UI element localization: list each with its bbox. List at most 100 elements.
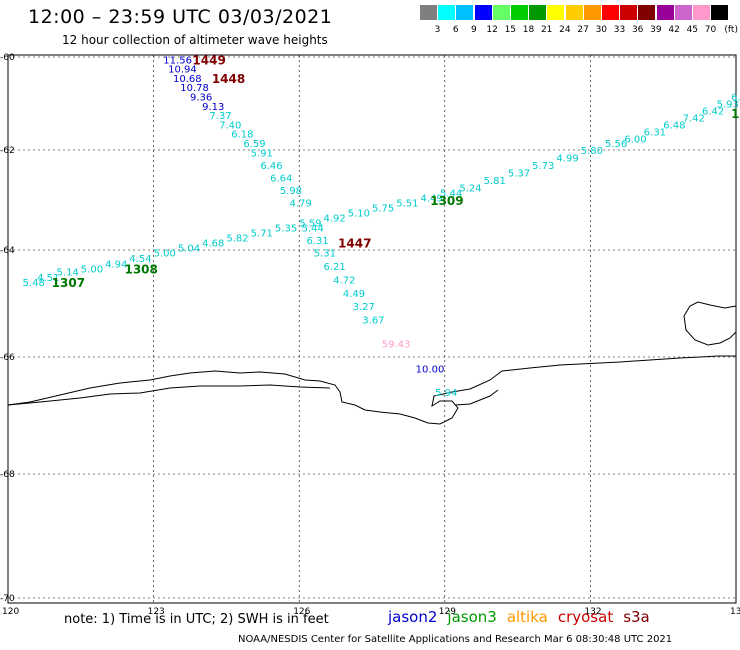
wave-height-label: 7.42	[683, 113, 705, 124]
wave-height-label: 6.21	[323, 262, 345, 273]
scale-swatch	[420, 5, 437, 20]
lat-tick-label: -66	[0, 353, 15, 363]
wave-height-label: 5.81	[484, 176, 506, 187]
pass-time-label: 1449	[192, 53, 225, 67]
scale-swatch	[656, 5, 674, 20]
pass-time-label: 1447	[338, 237, 371, 251]
legend-entry-altika: altika	[506, 608, 548, 626]
wave-height-label: 5.94	[435, 388, 457, 399]
pass-labels: 1449 1448 1447 1307 1308 1309 1310	[52, 53, 740, 290]
lat-tick-label: -62	[0, 146, 15, 156]
wave-height-label: 5.93	[717, 100, 739, 111]
scale-swatch	[492, 5, 510, 20]
legend-entry-jason3: jason3	[447, 608, 497, 626]
wave-height-label: 6.42	[702, 106, 724, 117]
wave-height-label: 5.00	[154, 249, 176, 260]
wave-height-label: 4.54	[129, 254, 151, 265]
map-subtitle: 12 hour collection of altimeter wave hei…	[62, 33, 328, 47]
lon-tick-label: 135	[730, 607, 740, 617]
wave-height-label: 5.82	[226, 234, 248, 245]
scale-label: 3	[434, 25, 441, 35]
wave-height-label: 5.56	[605, 139, 627, 150]
wave-height-label: 4.68	[202, 239, 224, 250]
wave-height-label: 6.64	[270, 174, 292, 185]
wave-height-label: 5.80	[581, 146, 603, 157]
scale-label: 70	[704, 25, 717, 35]
wave-height-label: 5.75	[372, 204, 394, 215]
wave-height-label: 5.14	[57, 267, 79, 278]
scale-swatch	[711, 5, 729, 20]
scale-label: 24	[559, 25, 571, 35]
wave-height-label: 6.48	[663, 120, 685, 131]
scale-label: 39	[650, 25, 662, 35]
pass-time-label: 1307	[52, 276, 85, 290]
wave-height-label: 4.49	[421, 194, 443, 205]
wave-height-label: 10.78	[180, 83, 209, 94]
wave-height-label: 5.04	[178, 244, 200, 255]
wave-height-label: 11.56	[163, 55, 192, 66]
scale-label: 6	[452, 25, 459, 35]
wave-height-label: 5.59	[299, 219, 321, 230]
wave-height-label: 4.79	[289, 199, 311, 210]
pass-time-label: 1308	[124, 263, 157, 277]
lon-tick-label: 123	[148, 607, 165, 617]
coastline-ice-edge	[454, 389, 499, 406]
scale-swatch	[438, 5, 456, 20]
scale-label: 33	[613, 25, 626, 35]
coastline-inlet	[7, 384, 331, 406]
scale-swatch	[693, 5, 710, 20]
wave-height-label: 4.51	[37, 273, 59, 284]
scale-swatch	[620, 5, 638, 20]
wave-height-label: 5.00	[81, 265, 103, 276]
wave-height-label: 5.98	[280, 186, 302, 197]
wave-height-label: 5.37	[508, 169, 530, 180]
scale-swatch	[547, 5, 565, 20]
scale-label: 27	[577, 25, 589, 35]
scale-swatch	[674, 5, 692, 20]
wave-height-label: 9.36	[190, 93, 212, 104]
scale-swatch	[456, 5, 474, 20]
wave-height-label: 4.92	[323, 214, 345, 225]
pass-time-label: 1310	[731, 107, 740, 121]
wave-height-label: 6.31	[306, 236, 328, 247]
note-text: note: 1) Time is in UTC; 2) SWH is in fe…	[64, 612, 329, 627]
scale-label: 45	[686, 25, 699, 35]
scale-swatch	[565, 5, 583, 20]
lon-tick-label: 126	[293, 607, 310, 617]
scale-label: 18	[522, 25, 535, 35]
wave-height-label: 5.24	[459, 184, 481, 195]
wave-height-label: 5.51	[396, 199, 418, 210]
footer-credit: NOAA/NESDIS Center for Satellite Applica…	[238, 634, 673, 645]
pass-time-label: 1448	[212, 72, 245, 86]
scale-swatch	[474, 5, 492, 20]
pass-time-label: 1309	[430, 194, 463, 208]
wave-height-label: 6.00	[731, 93, 740, 104]
legend-entry-cryosat: cryosat	[557, 608, 614, 626]
legend-entry-jason2: jason2	[388, 608, 438, 626]
scale-label: 12	[486, 25, 498, 35]
wave-height-label: 5.31	[314, 249, 336, 260]
observation-labels: 11.5610.9410.6810.789.369.137.377.406.18…	[23, 55, 740, 399]
wave-height-label: 5.71	[251, 229, 273, 240]
wave-height-label: 5.91	[251, 149, 273, 160]
wave-height-label: 3.27	[353, 302, 375, 313]
wave-height-label: 9.13	[202, 102, 224, 113]
scale-label: 30	[595, 25, 608, 35]
scale-label: 21	[540, 25, 553, 35]
scale-label: 42	[668, 25, 680, 35]
coastline-peninsula	[683, 301, 737, 346]
wave-height-label: 5.48	[23, 278, 45, 289]
lat-tick-label: -70	[0, 594, 15, 604]
scale-swatch	[638, 5, 656, 20]
wave-height-label: 10.68	[173, 74, 202, 85]
wave-height-label: 59.43	[382, 340, 411, 351]
wave-height-label: 4.72	[333, 275, 355, 286]
scale-label: 9	[471, 25, 477, 35]
wave-height-label: 3.67	[362, 316, 384, 327]
scale-label: 36	[631, 25, 644, 35]
scale-unit: (ft)	[724, 25, 738, 35]
scale-swatch	[529, 5, 547, 20]
wave-height-label: 10.00	[416, 365, 445, 376]
antarctic-coastline	[7, 355, 736, 425]
